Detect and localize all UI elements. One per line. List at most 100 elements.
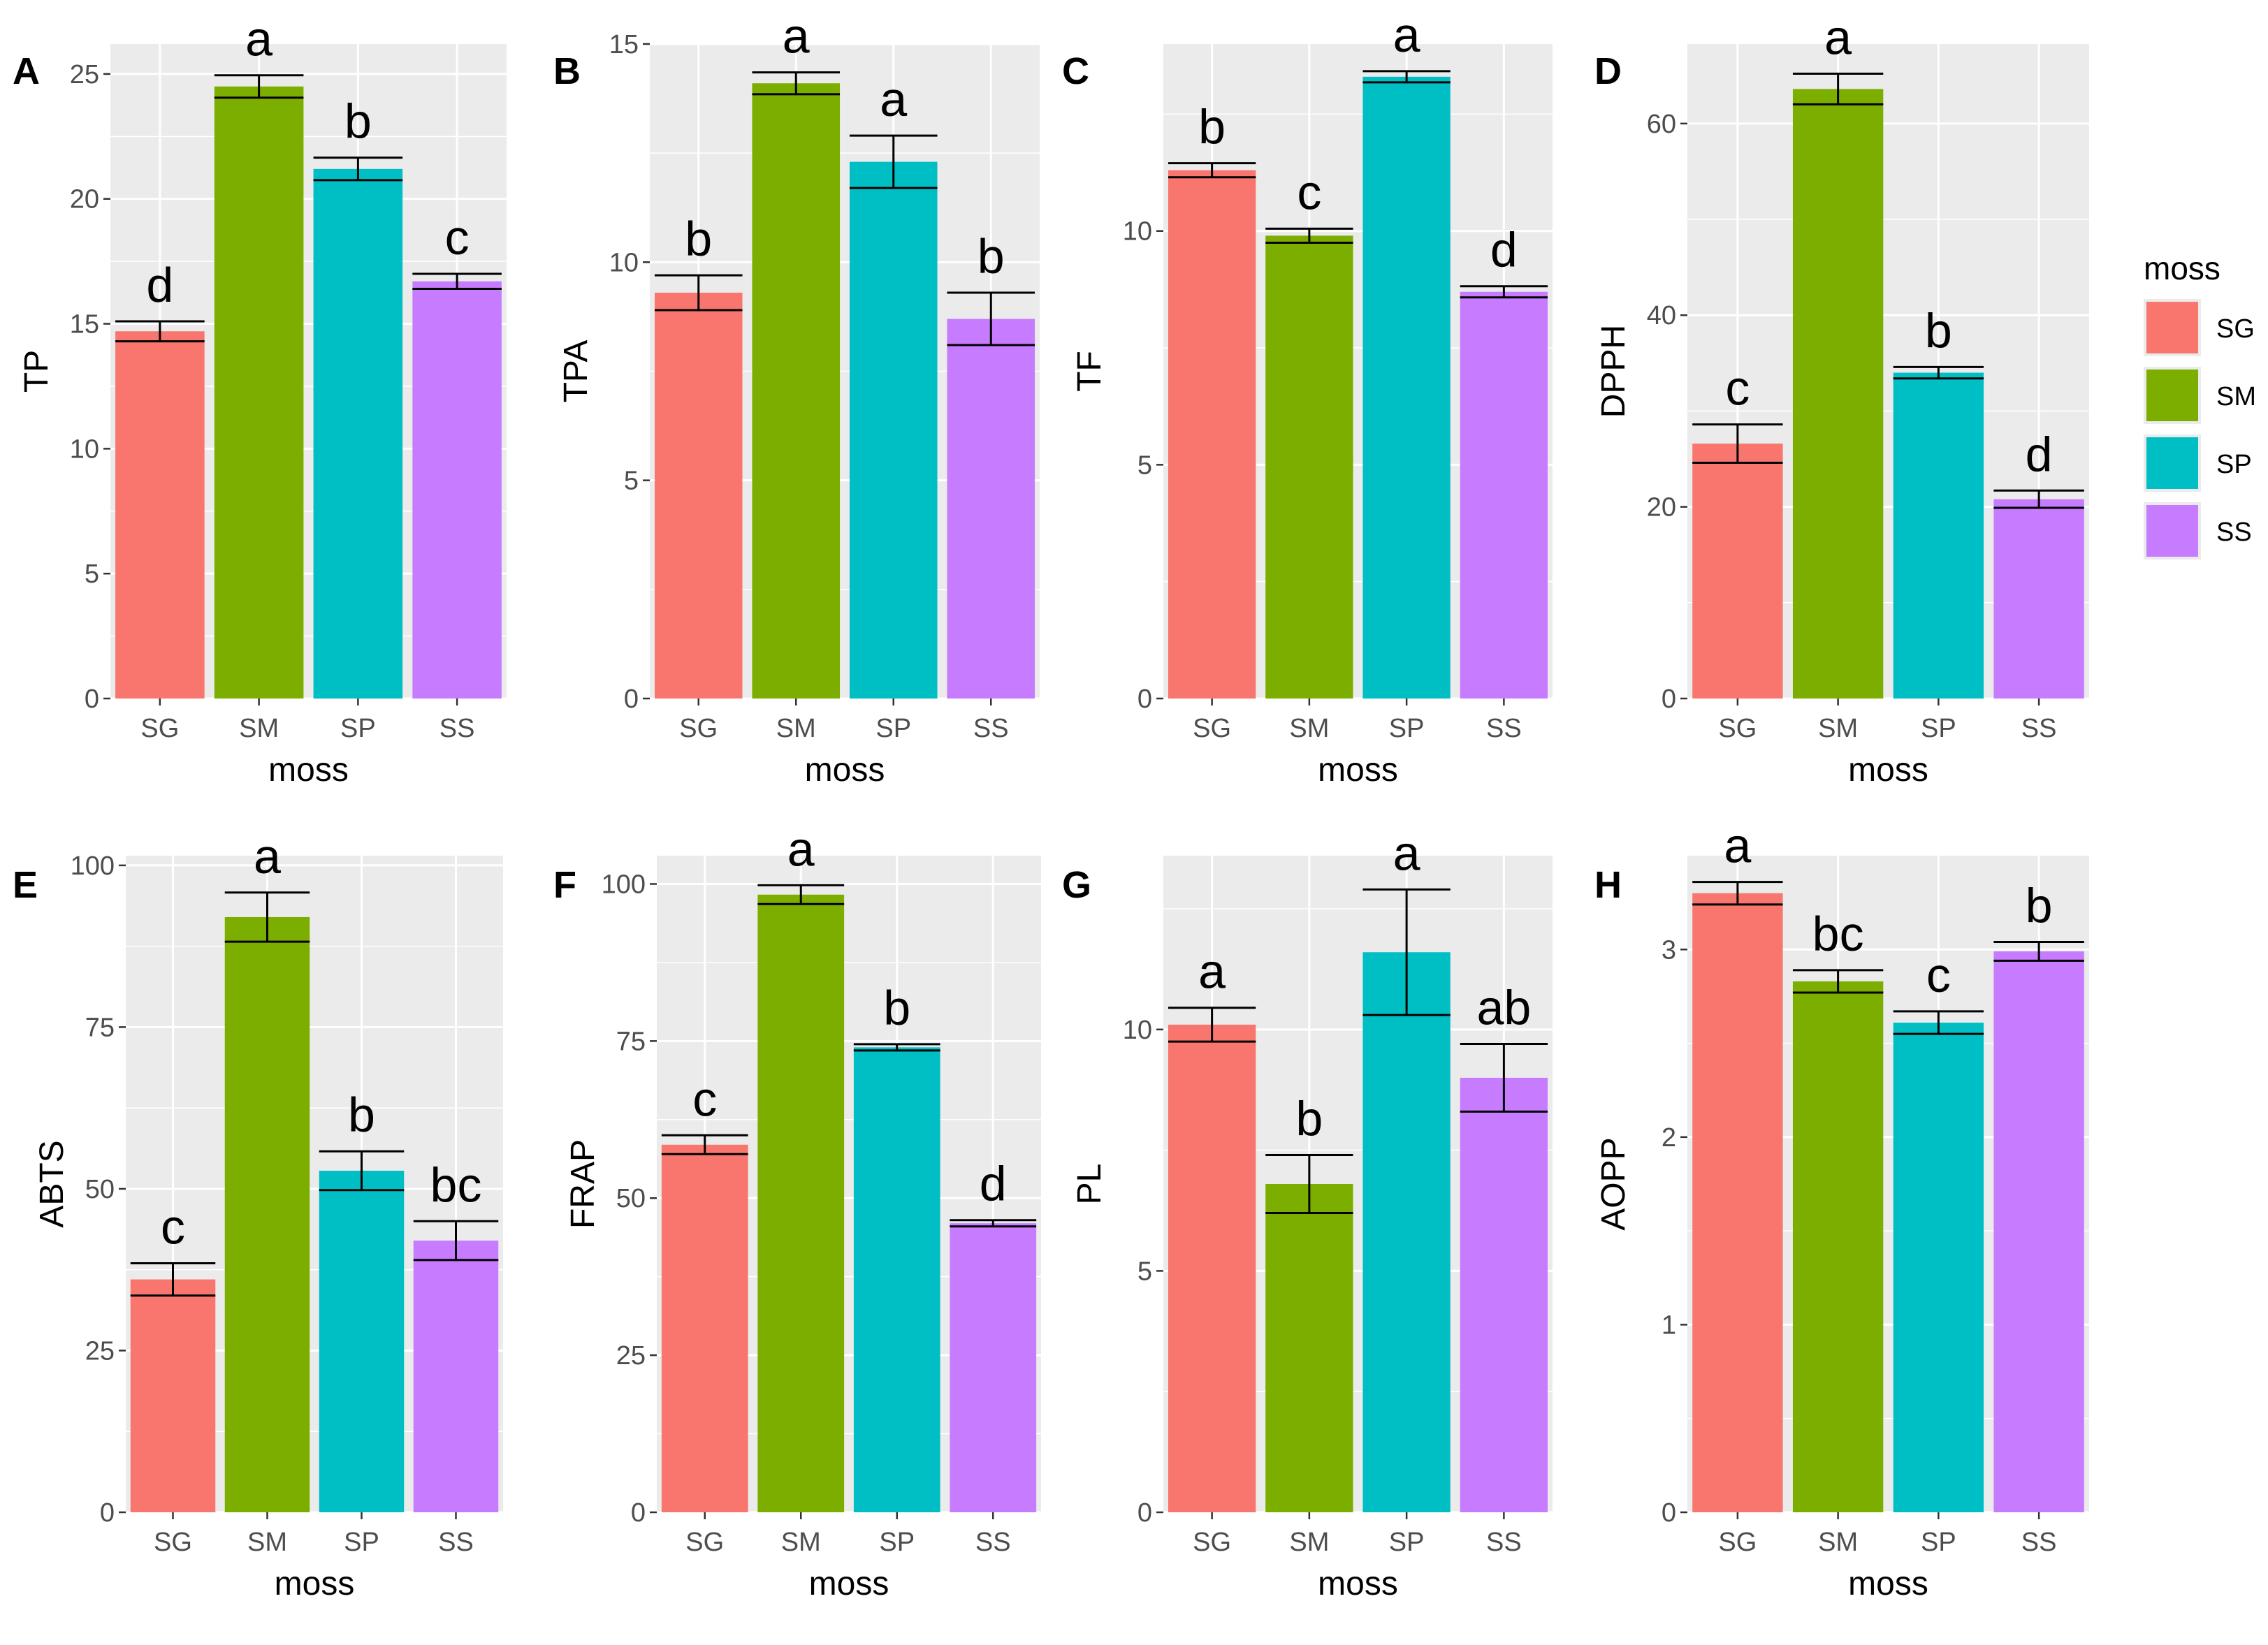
x-tick-label: SM xyxy=(781,1528,821,1557)
bar-SG xyxy=(654,293,743,699)
x-tick-label: SG xyxy=(685,1528,724,1557)
y-tick-label: 0 xyxy=(85,685,99,714)
significance-letter: a xyxy=(783,9,810,64)
x-tick-label: SS xyxy=(1486,714,1522,743)
significance-letter: b xyxy=(344,94,372,149)
x-tick-label: SS xyxy=(1486,1528,1522,1557)
significance-letter: d xyxy=(2026,427,2053,481)
y-tick-label: 5 xyxy=(1137,451,1152,480)
x-tick-label: SS xyxy=(2021,714,2057,743)
x-tick-label: SP xyxy=(1921,714,1956,743)
bar-SM xyxy=(1265,1184,1353,1512)
y-tick-label: 10 xyxy=(609,248,639,277)
x-axis-title: moss xyxy=(1848,752,1928,789)
significance-letter: a xyxy=(1724,819,1751,873)
y-axis-title: AOPP xyxy=(1595,1137,1632,1230)
significance-letter: b xyxy=(685,212,712,266)
x-tick-label: SS xyxy=(973,714,1009,743)
significance-letter: a xyxy=(1198,944,1226,999)
bar-SS xyxy=(413,1241,499,1512)
bar-SG xyxy=(115,331,205,699)
significance-letter: a xyxy=(880,72,907,126)
y-tick-label: 60 xyxy=(1647,110,1676,139)
x-tick-label: SG xyxy=(154,1528,192,1557)
x-tick-label: SP xyxy=(875,714,911,743)
bar-SG xyxy=(1168,170,1256,699)
bar-SG xyxy=(1692,444,1783,699)
significance-letter: c xyxy=(445,210,470,265)
y-tick-label: 0 xyxy=(1662,685,1676,714)
significance-letter: b xyxy=(1925,303,1952,358)
bar-SM xyxy=(752,83,841,699)
y-axis-title: FRAP xyxy=(565,1139,602,1229)
significance-letter: a xyxy=(1824,10,1852,65)
significance-letter: b xyxy=(1198,100,1226,154)
significance-letter: b xyxy=(348,1088,375,1142)
bar-SS xyxy=(1993,951,2084,1512)
panel-letter: C xyxy=(1062,50,1089,92)
bar-SM xyxy=(224,916,310,1512)
panel-letter: B xyxy=(553,50,581,92)
bar-SG xyxy=(1168,1024,1256,1512)
significance-letter: bc xyxy=(430,1157,482,1212)
bar-SS xyxy=(950,1223,1037,1512)
significance-letter: c xyxy=(1926,948,1951,1002)
legend-label: SS xyxy=(2216,518,2252,547)
significance-letter: c xyxy=(1297,165,1321,219)
x-tick-label: SG xyxy=(1718,1528,1757,1557)
panel-E: 0 25 50 75 100 SG SM SP SS c a b bc moss ABTS E xyxy=(13,829,503,1602)
bar-SP xyxy=(1362,952,1451,1512)
panel-letter: E xyxy=(13,864,38,906)
y-tick-label: 15 xyxy=(70,310,99,339)
panel-B: 0 5 10 15 SG SM SP SS b a a b moss TPA B xyxy=(553,9,1040,789)
x-tick-label: SM xyxy=(1818,1528,1858,1557)
panel-H: 0 1 2 3 SG SM SP SS a bc c b moss AOPP H xyxy=(1594,819,2089,1602)
x-axis-title: moss xyxy=(1318,1565,1398,1602)
y-tick-label: 0 xyxy=(1137,685,1152,714)
significance-letter: d xyxy=(980,1157,1007,1211)
bar-SM xyxy=(1265,235,1353,699)
significance-letter: a xyxy=(245,12,272,66)
significance-letter: a xyxy=(787,821,815,876)
bar-SG xyxy=(661,1144,748,1512)
bar-SG xyxy=(1692,893,1783,1512)
x-axis-title: moss xyxy=(1318,752,1398,789)
y-tick-label: 5 xyxy=(624,467,639,496)
bar-SS xyxy=(1460,291,1548,699)
significance-letter: d xyxy=(1490,223,1518,277)
x-axis-title: moss xyxy=(268,752,349,789)
bar-SS xyxy=(1993,499,2084,699)
significance-letter: a xyxy=(254,829,281,884)
y-tick-label: 75 xyxy=(85,1013,115,1042)
legend: moss SG SM SP SS xyxy=(2144,250,2256,560)
x-tick-label: SM xyxy=(1818,714,1858,743)
y-axis-title: TF xyxy=(1071,351,1108,392)
y-tick-label: 75 xyxy=(616,1027,646,1056)
x-axis-title: moss xyxy=(1848,1565,1928,1602)
panel-letter: G xyxy=(1062,864,1091,906)
bar-SS xyxy=(412,281,502,699)
y-axis-title: TPA xyxy=(558,340,595,403)
legend-label: SM xyxy=(2216,382,2256,411)
significance-letter: c xyxy=(161,1199,185,1254)
bar-SP xyxy=(853,1047,940,1512)
significance-letter: a xyxy=(1393,826,1420,880)
x-tick-label: SM xyxy=(239,714,279,743)
y-axis-title: ABTS xyxy=(34,1140,71,1227)
legend-label: SP xyxy=(2216,450,2252,479)
y-tick-label: 5 xyxy=(85,560,99,589)
y-tick-label: 40 xyxy=(1647,301,1676,330)
bar-SP xyxy=(319,1171,405,1512)
y-tick-label: 2 xyxy=(1662,1123,1676,1153)
x-tick-label: SS xyxy=(975,1528,1011,1557)
bar-SM xyxy=(1792,89,1884,699)
x-tick-label: SP xyxy=(340,714,376,743)
x-tick-label: SS xyxy=(2021,1528,2057,1557)
y-axis-title: TP xyxy=(18,350,55,393)
bar-SM xyxy=(1792,981,1884,1512)
y-tick-label: 0 xyxy=(1137,1498,1152,1528)
significance-letter: b xyxy=(977,229,1005,284)
significance-letter: b xyxy=(1295,1092,1323,1146)
